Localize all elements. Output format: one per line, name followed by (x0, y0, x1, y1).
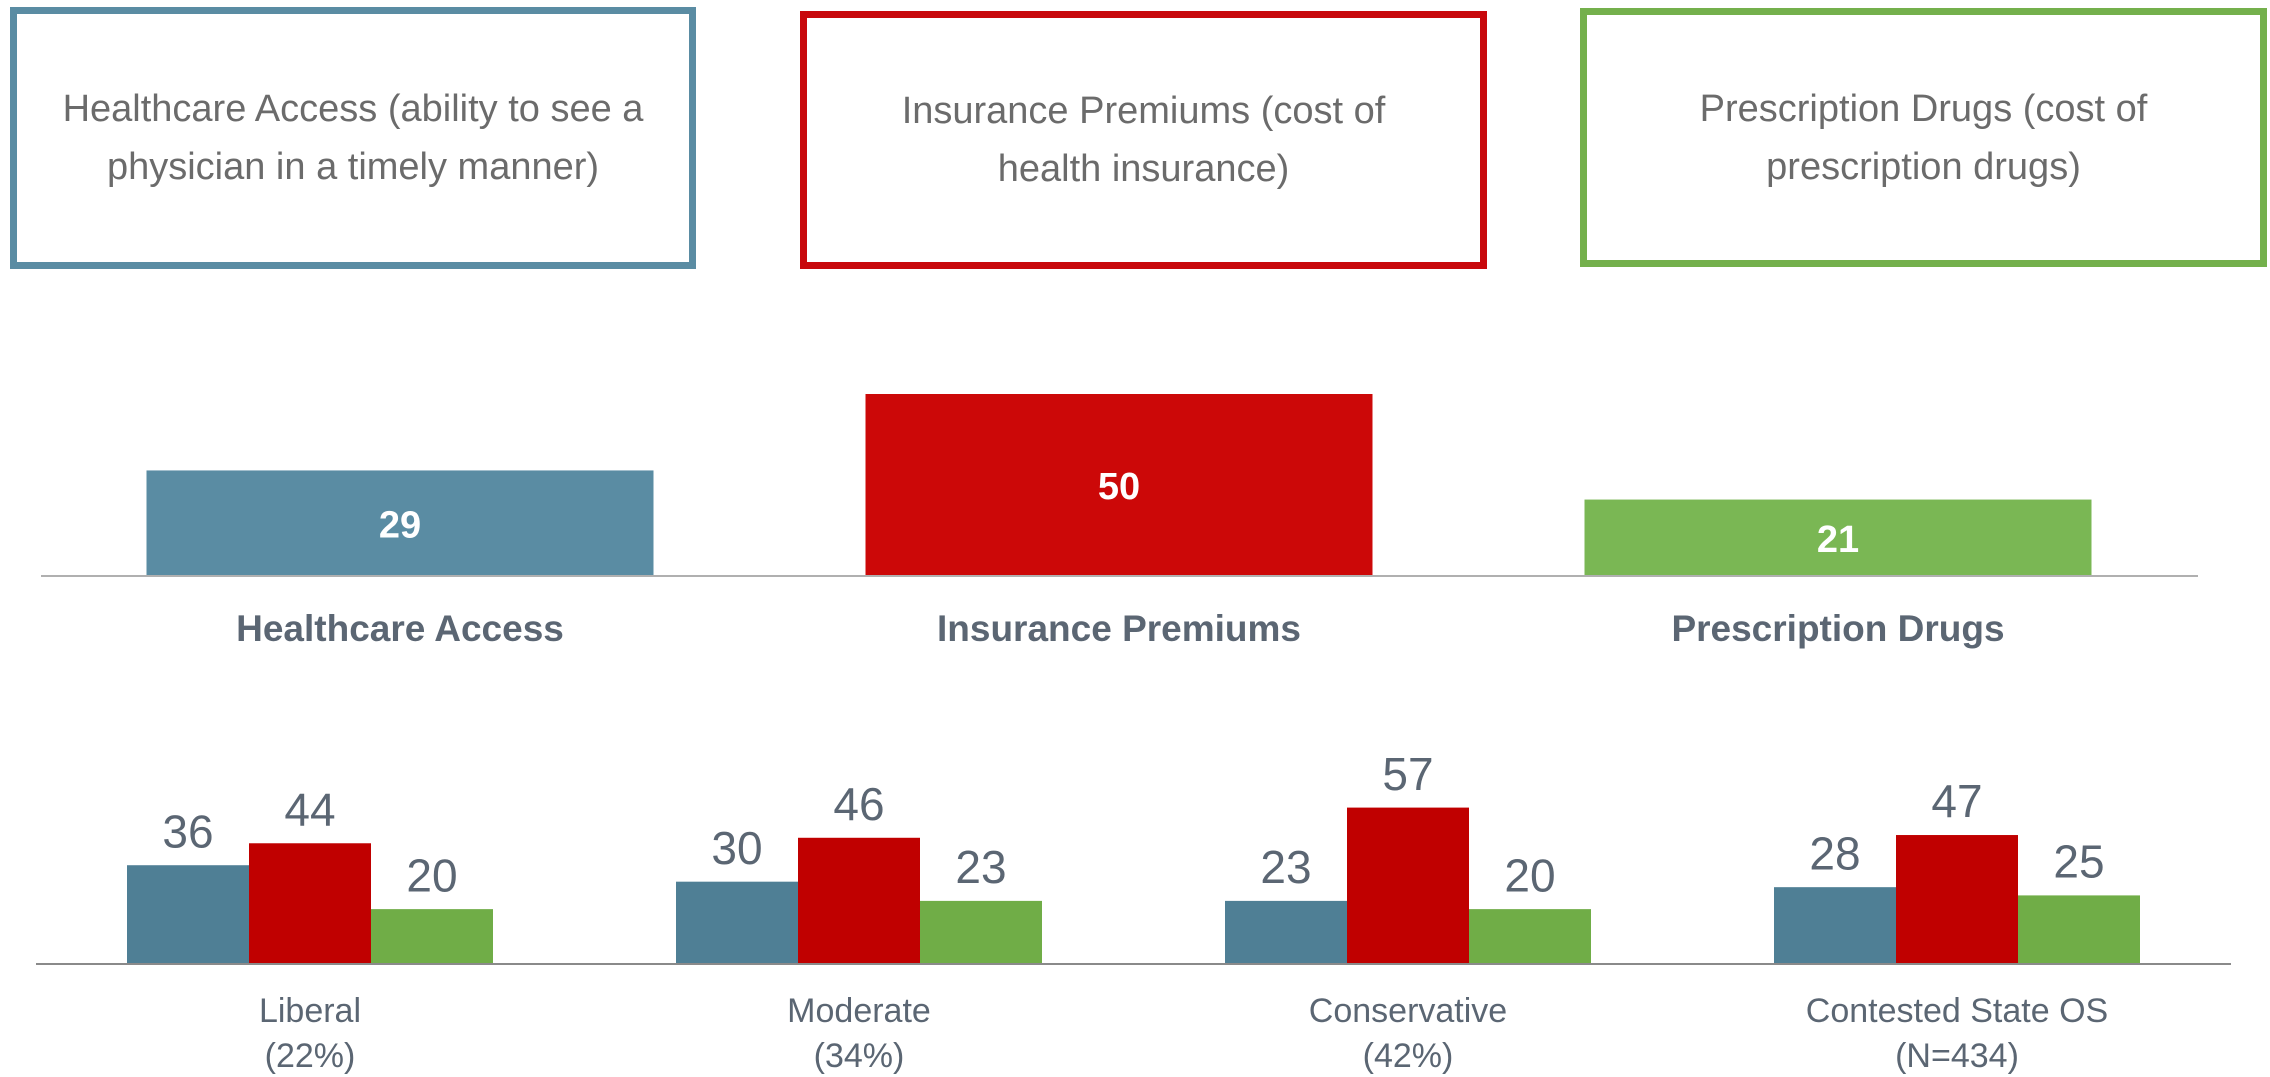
value-label: 20 (406, 849, 457, 901)
value-label: 47 (1931, 775, 1982, 827)
legend-box: Insurance Premiums (cost of health insur… (800, 11, 1487, 269)
value-label: 36 (162, 805, 213, 857)
category-label: Moderate (787, 992, 931, 1030)
category-sublabel: (34%) (814, 1037, 905, 1075)
bar (676, 881, 798, 964)
category-label: Liberal (259, 992, 361, 1030)
bar (146, 470, 654, 576)
category-label: Prescription Drugs (1671, 608, 2004, 649)
bar (1774, 887, 1896, 964)
value-label: 46 (833, 778, 884, 830)
bar (1347, 807, 1469, 964)
category-label: Conservative (1309, 992, 1507, 1030)
value-label: 20 (1504, 849, 1555, 901)
category-label: Contested State OS (1806, 992, 2108, 1030)
bar (2018, 895, 2140, 964)
value-label: 50 (1098, 466, 1140, 508)
legend-box: Prescription Drugs (cost of prescription… (1580, 8, 2267, 267)
category-sublabel: (42%) (1363, 1037, 1454, 1075)
bar (865, 394, 1373, 576)
value-label: 29 (379, 504, 421, 546)
value-label: 30 (711, 822, 762, 874)
bar (371, 909, 493, 964)
bar (1896, 835, 2018, 964)
category-label: Insurance Premiums (937, 608, 1301, 649)
bar (1225, 900, 1347, 964)
category-sublabel: (22%) (265, 1037, 356, 1075)
value-label: 21 (1817, 519, 1859, 561)
bar (249, 843, 371, 964)
bar (1469, 909, 1591, 964)
bar (1584, 499, 2092, 576)
legend-box: Healthcare Access (ability to see a phys… (10, 7, 696, 269)
value-label: 23 (955, 841, 1006, 893)
value-label: 28 (1809, 827, 1860, 879)
bar (798, 837, 920, 964)
category-label: Healthcare Access (236, 608, 564, 649)
category-sublabel: (N=434) (1895, 1037, 2019, 1075)
bar (127, 865, 249, 964)
bar (920, 900, 1042, 964)
value-label: 25 (2053, 836, 2104, 888)
value-label: 23 (1260, 841, 1311, 893)
value-label: 44 (284, 783, 335, 835)
value-label: 57 (1382, 748, 1433, 800)
